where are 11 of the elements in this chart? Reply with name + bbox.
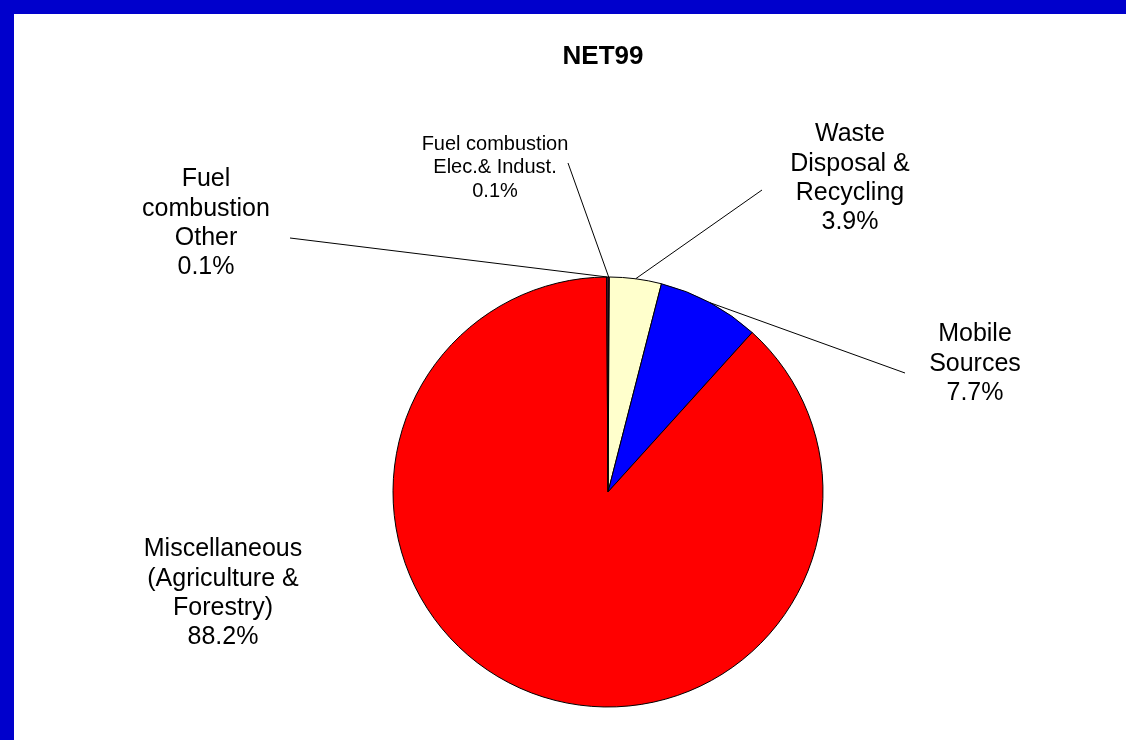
data-label: 0.1% (177, 251, 235, 279)
data-label: 3.9% (821, 206, 879, 234)
data-label: 0.1% (472, 178, 519, 201)
slice-label: Fuel combustion Other (142, 163, 270, 250)
slice-label: Waste Disposal & Recycling (790, 118, 911, 205)
slice-label: Mobile Sources (929, 318, 1021, 376)
data-label: 88.2% (187, 621, 259, 649)
slice-label: Fuel combustion Elec.& Indust. (421, 132, 569, 178)
chart-title: NET99 (562, 40, 644, 70)
data-label: 7.7% (946, 376, 1004, 405)
slice-label: Miscellaneous (Agriculture & Forestry) (143, 533, 303, 620)
